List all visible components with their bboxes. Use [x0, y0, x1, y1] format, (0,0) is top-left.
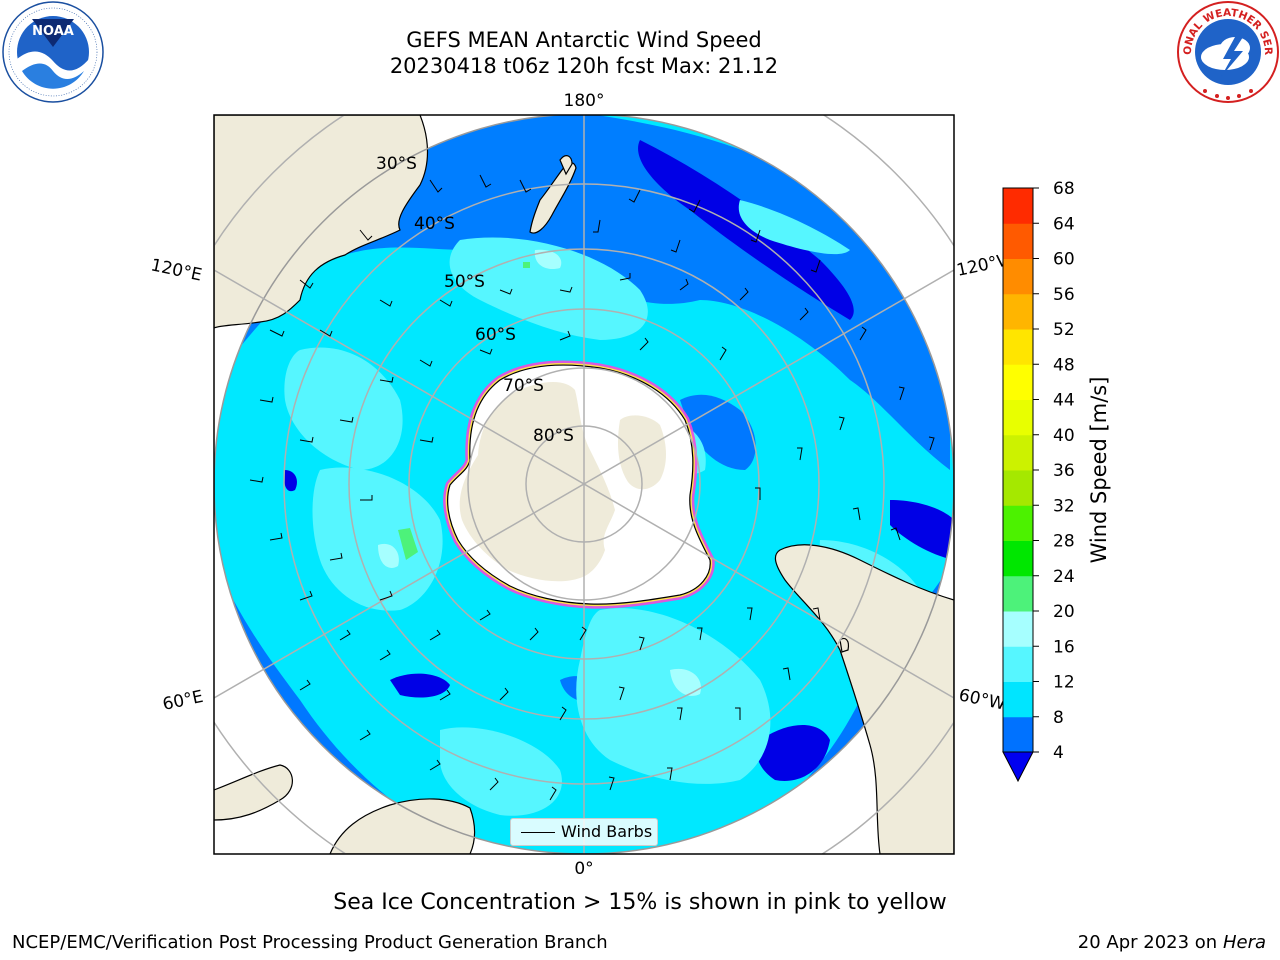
colorbar-band: [1003, 223, 1033, 259]
colorbar-tick-label: 36: [1053, 461, 1075, 481]
noaa-logo-text: NOAA: [32, 24, 74, 39]
colorbar-tick-label: 4: [1053, 743, 1064, 763]
nws-logo: NATIONAL WEATHER SERVICE: [1177, 1, 1279, 103]
colorbar-tick-label: 64: [1053, 214, 1075, 234]
footer-date: 20 Apr 2023 on Hera: [1078, 932, 1266, 953]
colorbar-band: [1003, 258, 1033, 295]
map-panel: 30°S 40°S 50°S 60°S 70°S 80°S: [214, 115, 954, 854]
colorbar-tick-label: 32: [1053, 496, 1075, 516]
colorbar-band: [1003, 293, 1033, 330]
footer-host: Hera: [1222, 932, 1266, 953]
lat-label-70s: 70°S: [503, 376, 544, 396]
colorbar-band: [1003, 434, 1033, 471]
lon-label-60w: 60°W: [957, 685, 1007, 714]
title-line-1: GEFS MEAN Antarctic Wind Speed: [406, 28, 762, 52]
colorbar-tick-label: 24: [1053, 567, 1075, 587]
colorbar-band: [1003, 188, 1033, 224]
colorbar-under-arrow: [1002, 751, 1034, 783]
lat-label-30s: 30°S: [376, 154, 417, 174]
lon-label-60e: 60°E: [161, 687, 205, 715]
footer-credit: NCEP/EMC/Verification Post Processing Pr…: [12, 932, 608, 953]
lat-label-80s: 80°S: [533, 426, 574, 446]
legend-line-swatch: [521, 832, 555, 833]
colorbar-band: [1003, 575, 1033, 612]
colorbar-band: [1003, 505, 1033, 541]
graticule: [214, 115, 954, 854]
colorbar-tick-label: 44: [1053, 391, 1075, 411]
lat-label-60s: 60°S: [475, 325, 516, 345]
colorbar-tick-label: 40: [1053, 426, 1075, 446]
latitude-labels: 30°S 40°S 50°S 60°S 70°S 80°S: [376, 154, 574, 446]
colorbar-tick-label: 68: [1053, 179, 1075, 199]
colorbar-band: [1003, 611, 1033, 647]
colorbar-tick-label: 28: [1053, 532, 1075, 552]
colorbar-band: [1003, 329, 1033, 365]
nws-stars: [1203, 89, 1253, 100]
legend-label: Wind Barbs: [561, 822, 653, 841]
colorbar-tick-label: 56: [1053, 285, 1075, 305]
lon-label-120e: 120°E: [149, 255, 204, 285]
colorbar-tick-label: 60: [1053, 250, 1075, 270]
title-line-2: 20230418 t06z 120h fcst Max: 21.12: [389, 54, 779, 78]
lon-label-180: 180°: [564, 91, 605, 111]
colorbar-tick-label: 20: [1053, 602, 1075, 622]
lat-label-50s: 50°S: [444, 272, 485, 292]
colorbar-tick-label: 16: [1053, 637, 1075, 657]
colorbar-band: [1003, 646, 1033, 682]
noaa-logo: NOAA: [2, 1, 104, 103]
colorbar-tick-label: 48: [1053, 355, 1075, 375]
colorbar-band: [1003, 540, 1033, 577]
colorbar-band: [1003, 399, 1033, 436]
antarctica: [443, 360, 715, 609]
wind-barbs: [249, 174, 935, 801]
colorbar-tick-label: 8: [1053, 708, 1064, 728]
colorbar-label: Wind Speed [m/s]: [1087, 377, 1111, 564]
colorbar-band: [1003, 364, 1033, 400]
map-frame: [213, 114, 955, 855]
continents: [214, 115, 954, 854]
colorbar-band: [1003, 716, 1033, 753]
colorbar-tick-label: 12: [1053, 673, 1075, 693]
colorbar-band: [1003, 681, 1033, 718]
wind-barbs-legend: Wind Barbs: [510, 818, 658, 846]
lat-label-40s: 40°S: [414, 214, 455, 234]
sea-ice-caption: Sea Ice Concentration > 15% is shown in …: [333, 890, 947, 915]
colorbar-band: [1003, 470, 1033, 506]
footer-date-text: 20 Apr 2023 on: [1077, 932, 1223, 953]
colorbar-tick-label: 52: [1053, 320, 1075, 340]
lon-label-0: 0°: [574, 859, 593, 879]
colorbar-bands: [1003, 188, 1033, 753]
